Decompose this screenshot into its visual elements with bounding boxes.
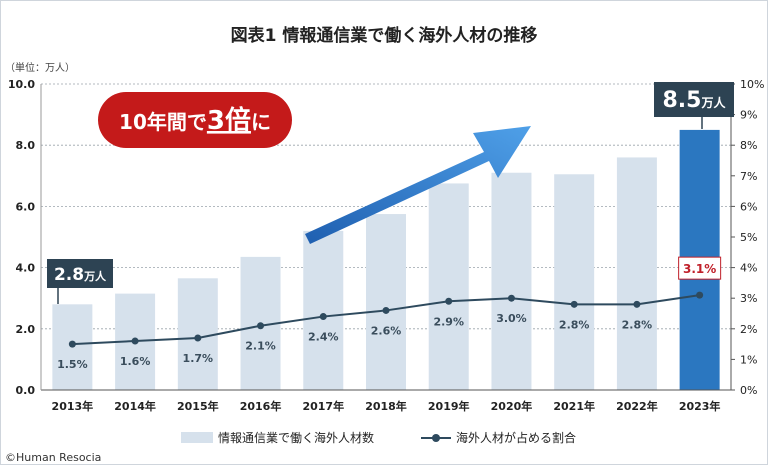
x-tick-label: 2020年: [491, 399, 533, 413]
x-tick-label: 2023年: [679, 399, 721, 413]
callout-2023-text: 8.5万人: [663, 88, 727, 113]
line-label-2014年: 1.6%: [120, 355, 151, 368]
x-tick-label: 2014年: [114, 399, 156, 413]
y-right-tick-label: 4%: [740, 262, 757, 275]
line-label-2013年: 1.5%: [57, 358, 88, 371]
y-left-tick-label: 10.0: [8, 78, 35, 91]
line-point-2016年: [257, 322, 265, 330]
x-tick-label: 2018年: [365, 399, 407, 413]
callout-2013-text: 2.8万人: [54, 265, 107, 285]
copyright: ©Human Resocia: [5, 451, 101, 464]
x-tick-label: 2022年: [616, 399, 658, 413]
y-right-tick-label: 1%: [740, 353, 757, 366]
callout-2023: 8.5万人: [654, 82, 734, 129]
line-point-2023年: [696, 291, 704, 299]
banner-emphasis: 3倍: [207, 105, 251, 136]
callout-2023-number: 8.5: [663, 88, 702, 113]
banner-text: 10年間で3倍に: [119, 105, 271, 136]
growth-arrow: [305, 126, 531, 244]
x-axis-labels: 2013年 2014年 2015年 2016年 2017年 2018年 2019年 2020年…: [52, 399, 721, 413]
y-right-tick-label: 10%: [740, 78, 764, 91]
bar-2019年: [428, 183, 469, 390]
x-tick-label: 2016年: [240, 399, 282, 413]
banner-bg: [98, 92, 292, 148]
bar-2020年: [491, 172, 532, 390]
line-data-labels: 1.5% 1.6% 1.7% 2.1% 2.4% 2.6% 2.9% 3.0% 2.8% 2.8%…: [57, 256, 722, 371]
y-left-tick-label: 4.0: [16, 262, 36, 275]
y-right-tick-label: 3%: [740, 292, 757, 305]
y-right-tick-label: 8%: [740, 139, 757, 152]
line-point-2020年: [507, 294, 515, 302]
line-series: [68, 291, 704, 348]
y-right-tick-label: 7%: [740, 170, 757, 183]
line-label-2015年: 1.7%: [183, 352, 214, 365]
callout-2013-unit: 万人: [83, 269, 107, 283]
line-label-2017年: 2.4%: [308, 331, 339, 344]
bar-2021年: [554, 174, 595, 390]
line-point-2015年: [194, 334, 202, 342]
line-label-2016年: 2.1%: [245, 340, 276, 353]
y-right-tick-label: 2%: [740, 323, 757, 336]
bar-2018年: [366, 214, 406, 390]
y-right-tick-label: 0%: [740, 384, 757, 397]
x-tick-label: 2021年: [553, 399, 595, 413]
line-label-2021年: 2.8%: [559, 318, 590, 331]
x-tick-label: 2015年: [177, 399, 219, 413]
y-left-tick-label: 6.0: [16, 200, 36, 213]
bar-2022年: [616, 157, 657, 390]
line-point-2017年: [319, 313, 327, 321]
callout-2013-bg: [47, 259, 113, 288]
line-point-2022年: [633, 300, 641, 308]
bar-series: [52, 129, 720, 390]
line-label-2019年: 2.9%: [433, 315, 464, 328]
legend-bar-label: 情報通信業で働く海外人材数: [218, 430, 374, 445]
line-point-2018年: [382, 306, 390, 314]
bar-2015年: [177, 278, 218, 390]
line-point-2013年: [68, 340, 76, 348]
x-tick-label: 2019年: [428, 399, 470, 413]
banner: 10年間で3倍に: [98, 92, 292, 148]
legend: 情報通信業で働く海外人材数 海外人材が占める割合: [181, 430, 576, 445]
y-right-tick-label: 5%: [740, 231, 757, 244]
banner-prefix: 10年間で: [119, 110, 207, 134]
callout-2013-number: 2.8: [54, 265, 84, 285]
x-tick-label: 2017年: [302, 399, 344, 413]
line-label-2018年: 2.6%: [371, 324, 402, 337]
line-point-2014年: [131, 337, 139, 345]
line-point-2021年: [570, 300, 578, 308]
callout-2013: 2.8万人: [47, 259, 113, 304]
line-label-2023年: 3.1%: [683, 262, 716, 276]
banner-suffix: に: [251, 110, 271, 134]
callout-2023-unit: 万人: [700, 95, 726, 110]
legend-bar-swatch: [181, 432, 213, 443]
callout-2023-bg: [654, 82, 734, 117]
y-left-tick-label: 8.0: [16, 139, 36, 152]
legend-line-marker: [432, 434, 440, 442]
y-axis-right: 0% 1% 2% 3% 4% 5% 6% 7% 8% 9% 10%: [731, 78, 764, 397]
y-left-tick-label: 2.0: [16, 323, 36, 336]
bar-2017年: [303, 230, 344, 390]
line-label-box-2023年: [678, 256, 722, 280]
line-label-2022年: 2.8%: [622, 318, 653, 331]
chart-title: 図表1 情報通信業で働く海外人材の推移: [231, 25, 538, 46]
line-label-2020年: 3.0%: [496, 312, 527, 325]
x-tick-label: 2013年: [52, 399, 94, 413]
y-right-tick-label: 6%: [740, 200, 757, 213]
unit-note: （単位：万人）: [5, 61, 75, 74]
y-left-tick-label: 0.0: [16, 384, 36, 397]
legend-line-label: 海外人材が占める割合: [456, 430, 576, 445]
y-right-tick-label: 9%: [740, 109, 757, 122]
y-axis-left: 0.0 2.0 4.0 6.0 8.0 10.0: [8, 78, 35, 397]
line-point-2019年: [445, 297, 453, 305]
